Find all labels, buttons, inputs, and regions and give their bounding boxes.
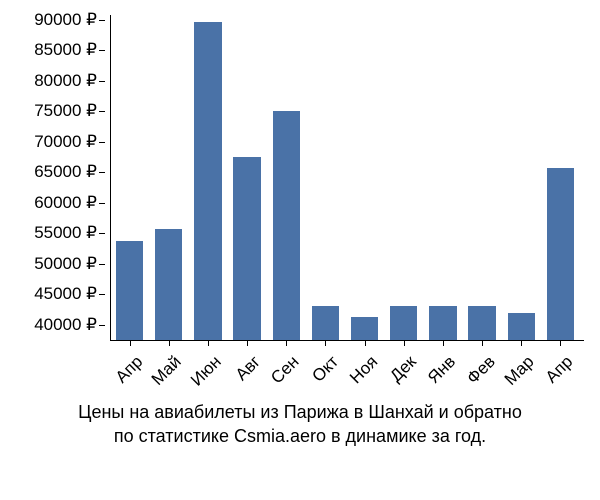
y-axis-label: 60000 ₽ (34, 193, 97, 213)
y-axis-tick (99, 264, 105, 265)
x-axis-label: Авг (231, 352, 264, 385)
bar (194, 22, 221, 340)
y-axis-label: 90000 ₽ (34, 10, 97, 30)
x-axis-label: Июн (187, 352, 225, 390)
bar (547, 168, 574, 340)
x-axis-tick (443, 340, 444, 346)
x-axis-label: Дек (387, 352, 421, 386)
x-axis-tick (365, 340, 366, 346)
x-axis-tick (325, 340, 326, 346)
x-axis-tick (208, 340, 209, 346)
bar (233, 157, 260, 340)
bar (429, 306, 456, 340)
y-axis-tick (99, 233, 105, 234)
y-axis-tick (99, 111, 105, 112)
y-axis-tick (99, 142, 105, 143)
x-axis-tick (521, 340, 522, 346)
x-axis-tick (404, 340, 405, 346)
caption-line-1: Цены на авиабилеты из Парижа в Шанхай и … (0, 400, 600, 424)
x-axis-tick (169, 340, 170, 346)
y-axis-label: 50000 ₽ (34, 254, 97, 274)
y-axis: 40000 ₽ 45000 ₽ 50000 ₽ 55000 ₽ 60000 ₽ 65000… (0, 20, 105, 340)
x-axis-label: Май (148, 352, 186, 390)
y-axis-tick (99, 20, 105, 21)
bar-chart: 40000 ₽ 45000 ₽ 50000 ₽ 55000 ₽ 60000 ₽ 65000… (0, 10, 600, 390)
y-axis-tick (99, 203, 105, 204)
x-axis-label: Ноя (346, 352, 382, 388)
y-axis-label: 45000 ₽ (34, 284, 97, 304)
bar (508, 313, 535, 340)
y-axis-tick (99, 325, 105, 326)
caption-line-2: по статистике Csmia.aero в динамике за г… (0, 424, 600, 448)
bar (273, 111, 300, 340)
bar (351, 317, 378, 340)
x-axis-label: Апр (542, 352, 577, 387)
y-axis-label: 85000 ₽ (34, 40, 97, 60)
y-axis-tick (99, 50, 105, 51)
y-axis-label: 40000 ₽ (34, 315, 97, 335)
x-axis: АпрМайИюнАвгСенОктНояДекЯнвФевМарАпр (110, 340, 580, 400)
y-axis-tick (99, 172, 105, 173)
x-axis-tick (560, 340, 561, 346)
x-axis-label: Апр (111, 352, 146, 387)
bar (468, 306, 495, 340)
x-axis-label: Окт (308, 352, 342, 386)
bar (116, 241, 143, 340)
y-axis-label: 65000 ₽ (34, 162, 97, 182)
x-axis-tick (482, 340, 483, 346)
x-axis-tick (247, 340, 248, 346)
x-axis-tick (286, 340, 287, 346)
bar (390, 306, 417, 340)
x-axis-label: Фев (463, 352, 499, 388)
bar (312, 306, 339, 340)
x-axis-label: Мар (501, 352, 539, 390)
y-axis-tick (99, 81, 105, 82)
y-axis-label: 70000 ₽ (34, 132, 97, 152)
y-axis-tick (99, 294, 105, 295)
x-axis-label: Янв (424, 352, 460, 388)
bar (155, 229, 182, 340)
y-axis-label: 75000 ₽ (34, 101, 97, 121)
chart-caption: Цены на авиабилеты из Парижа в Шанхай и … (0, 400, 600, 449)
y-axis-label: 80000 ₽ (34, 71, 97, 91)
x-axis-label: Сен (267, 352, 303, 388)
plot-area (110, 20, 580, 340)
y-axis-label: 55000 ₽ (34, 223, 97, 243)
x-axis-tick (130, 340, 131, 346)
